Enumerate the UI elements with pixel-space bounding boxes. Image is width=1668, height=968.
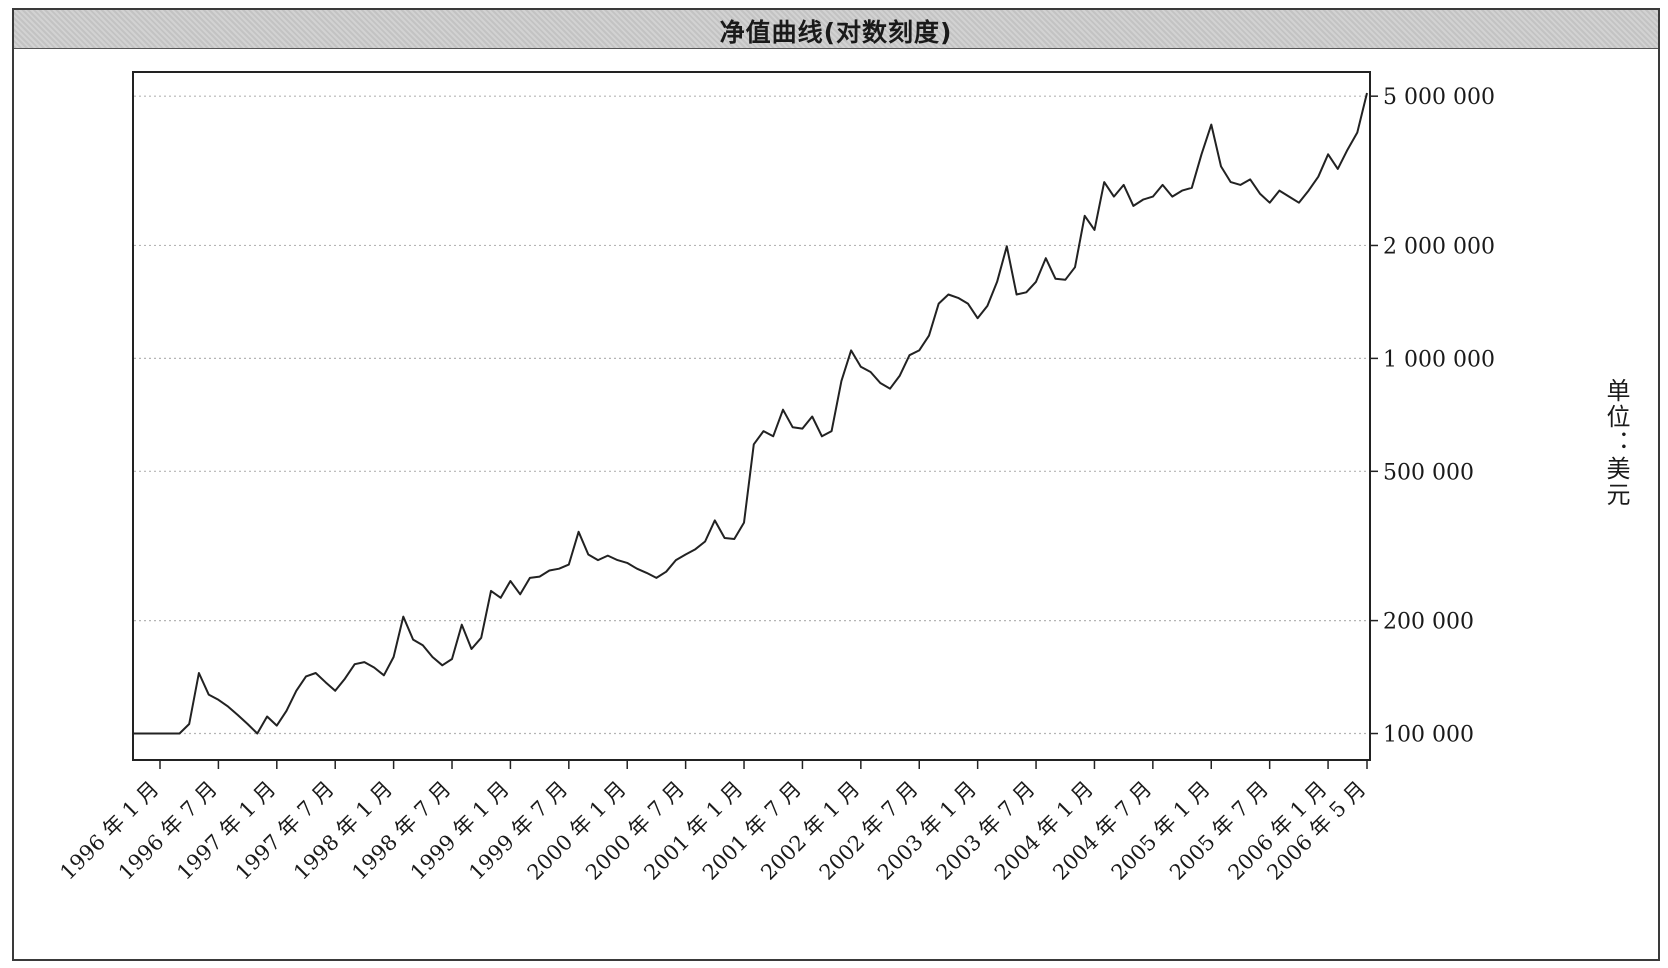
chart-title: 净值曲线(对数刻度) (719, 18, 953, 47)
gridlines (134, 95, 1369, 735)
y-axis-unit-label: 单位：美元 (1602, 378, 1630, 508)
chart-frame: 净值曲线(对数刻度) (12, 8, 1660, 961)
equity-line (134, 92, 1368, 735)
y-tick-label: 5 000 000 (1383, 85, 1495, 110)
y-tick-label: 200 000 (1383, 610, 1474, 635)
plot-area-border (132, 71, 1371, 761)
series-layer (134, 92, 1368, 735)
y-tick-label: 500 000 (1383, 460, 1474, 485)
x-tick-label: 1996 年 1 月 (55, 777, 163, 885)
title-bar: 净值曲线(对数刻度) (14, 10, 1658, 49)
y-tick-label: 100 000 (1383, 723, 1474, 748)
y-tick-label: 2 000 000 (1383, 234, 1495, 259)
y-axis: 100 000 200 000 500 000 1 000 000 2 000 000 5… (1370, 85, 1495, 748)
y-tick-label: 1 000 000 (1383, 347, 1495, 372)
